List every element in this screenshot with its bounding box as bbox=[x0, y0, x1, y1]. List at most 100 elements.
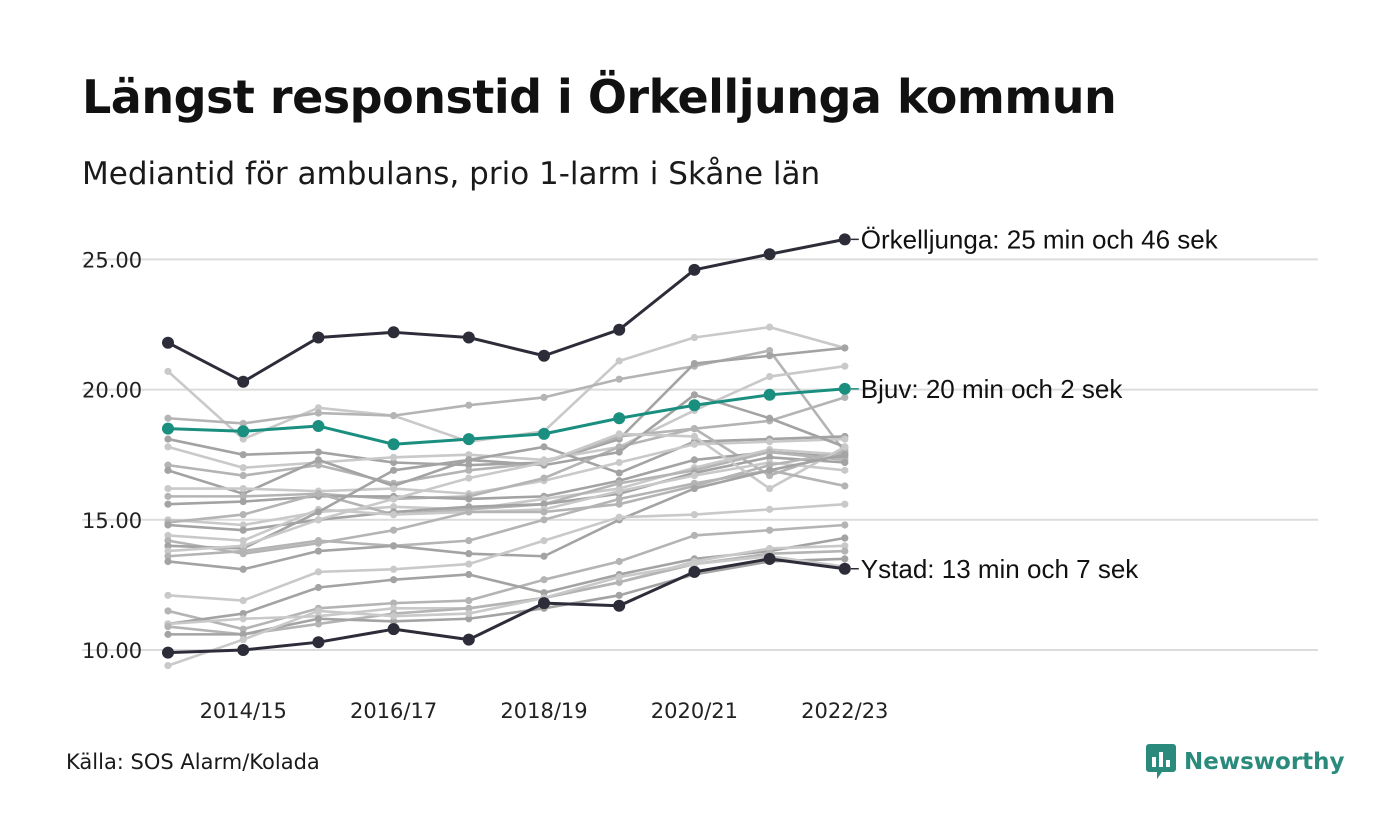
data-point bbox=[164, 557, 172, 566]
data-point bbox=[615, 495, 623, 503]
data-point bbox=[164, 531, 172, 540]
data-point bbox=[390, 612, 398, 620]
data-point bbox=[766, 544, 774, 553]
data-point bbox=[690, 333, 699, 342]
data-point bbox=[239, 625, 247, 633]
y-tick-label: 20.00 bbox=[82, 379, 142, 403]
series-line bbox=[167, 461, 845, 542]
series-annotations: Örkelljunga: 25 min och 46 sek Bjuv: 20 m… bbox=[850, 224, 1219, 584]
data-point bbox=[465, 609, 473, 618]
data-point bbox=[314, 607, 322, 615]
chart-subtitle: Mediantid för ambulans, prio 1-larm i Sk… bbox=[82, 156, 821, 192]
data-point bbox=[540, 495, 548, 503]
data-point bbox=[766, 323, 774, 331]
data-point bbox=[690, 391, 699, 399]
data-point bbox=[239, 484, 247, 493]
data-point bbox=[465, 456, 473, 464]
data-point bbox=[841, 521, 849, 529]
data-point bbox=[239, 615, 247, 623]
data-point bbox=[615, 458, 623, 467]
data-point bbox=[540, 576, 548, 584]
brand-name: Newsworthy bbox=[1184, 749, 1345, 775]
data-point bbox=[462, 433, 475, 446]
data-point bbox=[390, 510, 398, 519]
data-point bbox=[841, 482, 849, 490]
data-point bbox=[615, 469, 623, 477]
series-line bbox=[167, 450, 845, 506]
data-point bbox=[766, 414, 774, 422]
data-point bbox=[465, 604, 473, 612]
data-point bbox=[164, 367, 172, 375]
data-point bbox=[390, 466, 398, 474]
series-line bbox=[167, 523, 845, 631]
background-series-line bbox=[164, 432, 849, 498]
source-note: Källa: SOS Alarm/Kolada bbox=[66, 750, 320, 774]
data-point bbox=[841, 547, 849, 555]
background-series-line bbox=[164, 521, 849, 633]
data-point bbox=[390, 565, 398, 573]
data-point bbox=[841, 393, 849, 402]
data-point bbox=[540, 537, 548, 545]
x-tick-label: 2016/17 bbox=[350, 699, 437, 723]
series-line bbox=[167, 393, 846, 550]
data-point bbox=[613, 323, 626, 336]
data-point bbox=[540, 500, 548, 508]
data-point bbox=[766, 484, 774, 493]
data-point bbox=[465, 503, 473, 511]
background-series-line bbox=[164, 466, 849, 560]
data-point bbox=[314, 583, 322, 592]
data-point bbox=[688, 263, 701, 276]
background-series-line bbox=[164, 344, 849, 469]
data-point bbox=[766, 466, 774, 474]
data-point bbox=[390, 617, 398, 625]
series-line bbox=[167, 557, 845, 655]
data-point bbox=[690, 359, 699, 368]
data-point bbox=[164, 542, 172, 550]
background-series-line bbox=[164, 451, 849, 573]
data-point bbox=[237, 375, 250, 388]
data-point bbox=[239, 542, 247, 550]
data-point bbox=[540, 474, 548, 482]
data-point bbox=[164, 492, 172, 500]
data-point bbox=[615, 591, 623, 599]
data-point bbox=[164, 435, 172, 443]
annotation-bjuv: Bjuv: 20 min och 2 sek bbox=[861, 374, 1124, 404]
background-series-line bbox=[164, 391, 849, 553]
data-point bbox=[690, 440, 699, 448]
series-line bbox=[167, 237, 846, 384]
data-point bbox=[239, 497, 247, 506]
data-point bbox=[239, 471, 247, 480]
data-point bbox=[763, 388, 776, 401]
data-point bbox=[465, 461, 473, 469]
data-point bbox=[766, 526, 774, 534]
data-point bbox=[239, 435, 247, 443]
data-point bbox=[766, 505, 774, 513]
data-point bbox=[465, 550, 473, 558]
data-point bbox=[387, 623, 400, 636]
data-point bbox=[239, 510, 247, 519]
data-point bbox=[688, 399, 701, 412]
data-point bbox=[462, 633, 475, 646]
data-point bbox=[162, 336, 174, 349]
series-orkelljunga bbox=[162, 233, 851, 388]
data-point bbox=[390, 526, 398, 534]
data-point bbox=[538, 349, 550, 362]
data-point bbox=[239, 596, 247, 605]
data-point bbox=[538, 427, 550, 440]
data-point bbox=[164, 461, 172, 469]
data-point bbox=[164, 443, 172, 451]
data-point bbox=[841, 344, 849, 352]
data-point bbox=[766, 448, 774, 456]
data-point bbox=[390, 458, 398, 467]
background-series-line bbox=[164, 552, 849, 670]
data-point bbox=[615, 578, 623, 586]
y-tick-label: 15.00 bbox=[82, 509, 142, 533]
series-line bbox=[167, 387, 845, 446]
data-point bbox=[237, 644, 250, 656]
data-point bbox=[766, 372, 774, 381]
data-point bbox=[314, 409, 322, 417]
data-point bbox=[615, 513, 623, 521]
data-point bbox=[688, 565, 701, 578]
data-point bbox=[164, 537, 172, 545]
brand-logo: Newsworthy bbox=[1146, 742, 1345, 782]
